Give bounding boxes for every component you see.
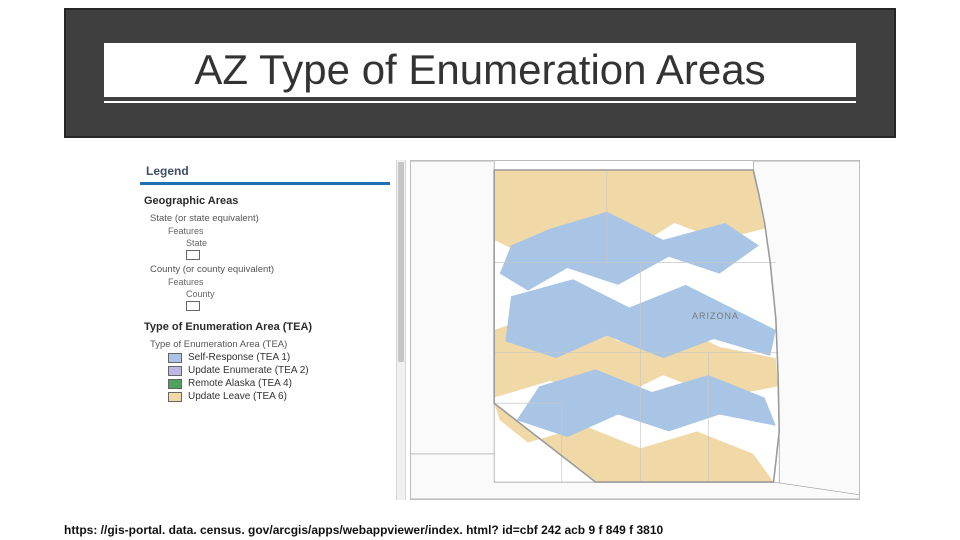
legend-county-sub: County (186, 289, 410, 299)
title-rule (104, 101, 856, 103)
legend-panel: Legend Geographic Areas State (or state … (140, 160, 410, 500)
legend-tea1: Self-Response (TEA 1) (188, 352, 290, 363)
legend-tea4: Remote Alaska (TEA 4) (188, 378, 292, 389)
map-state-label: ARIZONA (692, 311, 739, 321)
title-block: AZ Type of Enumeration Areas (64, 8, 896, 138)
legend-section-geo: Geographic Areas (144, 195, 410, 207)
swatch-tea1 (168, 353, 182, 363)
swatch-tea4 (168, 379, 182, 389)
swatch-county (186, 301, 200, 311)
legend-tea6: Update Leave (TEA 6) (188, 391, 287, 402)
swatch-tea6 (168, 392, 182, 402)
legend-scrollbar[interactable] (396, 160, 406, 500)
legend-header: Legend (140, 160, 390, 185)
scrollbar-thumb[interactable] (398, 162, 404, 362)
legend-features-2: Features (168, 277, 410, 287)
map-panel[interactable]: ARIZONA (410, 160, 860, 500)
legend-state-sub: State (186, 238, 410, 248)
swatch-tea2 (168, 366, 182, 376)
legend-item-state: State (or state equivalent) (150, 213, 410, 224)
legend-tea-sub: Type of Enumeration Area (TEA) (150, 339, 410, 350)
page-title: AZ Type of Enumeration Areas (104, 43, 856, 98)
legend-item-county: County (or county equivalent) (150, 264, 410, 275)
legend-tea2: Update Enumerate (TEA 2) (188, 365, 309, 376)
legend-features-1: Features (168, 226, 410, 236)
swatch-state (186, 250, 200, 260)
legend-section-tea: Type of Enumeration Area (TEA) (144, 321, 410, 333)
map-svg (411, 161, 859, 499)
footnote-url: https: //gis-portal. data. census. gov/a… (64, 524, 896, 538)
